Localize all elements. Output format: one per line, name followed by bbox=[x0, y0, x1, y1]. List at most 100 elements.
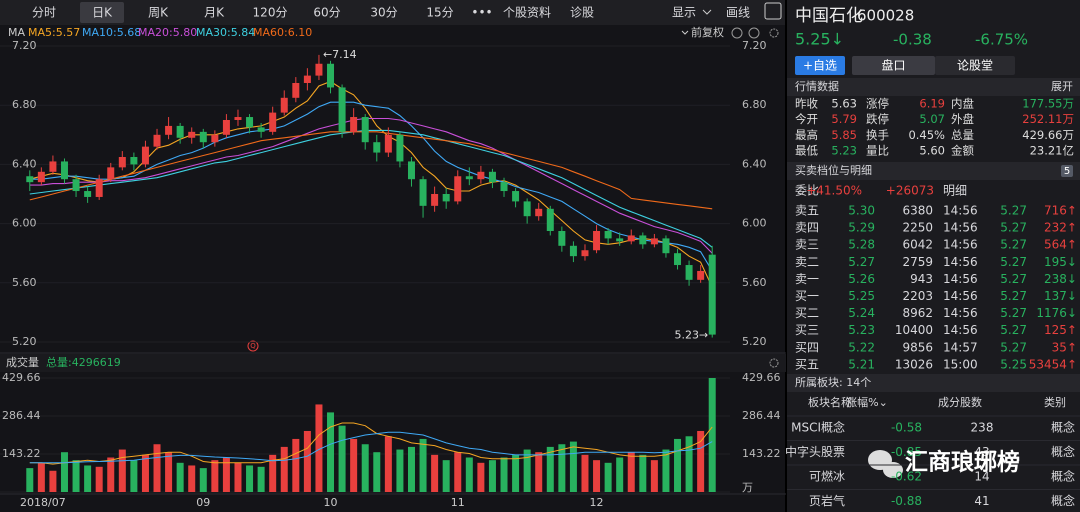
tab[interactable]: 月K bbox=[204, 6, 225, 20]
volume-bar bbox=[535, 452, 543, 492]
sector-name[interactable]: 中字头股票 bbox=[785, 444, 845, 459]
book-volume: 9856 bbox=[902, 340, 933, 354]
candle-body bbox=[199, 131, 207, 143]
candle-body bbox=[222, 120, 230, 135]
button[interactable]: 盘口 bbox=[881, 58, 905, 73]
y-tick-label: 143.22 bbox=[2, 447, 41, 460]
trade-volume: 125↑ bbox=[1044, 323, 1077, 337]
book-volume: 6380 bbox=[902, 204, 933, 218]
volume-bar bbox=[130, 460, 138, 492]
tab[interactable]: 画线 bbox=[726, 6, 750, 20]
adjust-mode[interactable]: 前复权 bbox=[691, 25, 724, 39]
candle-body bbox=[141, 146, 149, 165]
volume-bar bbox=[269, 454, 277, 492]
sector-name[interactable]: 可燃冰 bbox=[809, 469, 845, 484]
y-tick-label: 286.44 bbox=[742, 409, 781, 422]
tab[interactable]: 周K bbox=[148, 6, 169, 20]
settings[interactable] bbox=[769, 28, 779, 38]
button-bg[interactable] bbox=[795, 56, 845, 75]
candle-body bbox=[569, 245, 577, 257]
tab[interactable]: 分时 bbox=[32, 6, 56, 20]
y-tick-label: 万 bbox=[742, 481, 753, 494]
sector-count: 43 bbox=[974, 445, 989, 459]
candle-body bbox=[211, 134, 219, 143]
legend-title: MA bbox=[8, 26, 25, 39]
tab[interactable]: 15分 bbox=[426, 6, 453, 20]
y-tick-label: 5.20 bbox=[742, 335, 767, 348]
tab[interactable]: 60分 bbox=[313, 6, 340, 20]
x-tick-label: 2018/07 bbox=[20, 496, 66, 509]
candle-body bbox=[708, 254, 716, 335]
candle-body bbox=[384, 134, 392, 153]
trade-price: 5.27 bbox=[1000, 238, 1027, 252]
book-volume: 13026 bbox=[895, 357, 933, 371]
stock-change-pct: -6.75% bbox=[975, 31, 1028, 49]
tab[interactable]: 显示 bbox=[672, 6, 696, 20]
tab[interactable]: 30分 bbox=[370, 6, 397, 20]
y-tick-label: 5.60 bbox=[742, 276, 767, 289]
button[interactable]: 论股堂 bbox=[957, 59, 993, 73]
ma-line bbox=[29, 129, 713, 248]
candle-body bbox=[165, 125, 173, 135]
tab[interactable]: 个股资料 bbox=[503, 6, 551, 20]
sector-name[interactable]: 页岩气 bbox=[809, 493, 845, 508]
tab[interactable]: 诊股 bbox=[570, 6, 594, 20]
stock-price: 5.25↓ bbox=[795, 30, 844, 49]
volume-bar bbox=[234, 462, 242, 492]
trade-volume: 238↓ bbox=[1044, 272, 1077, 286]
book-label: 卖四 bbox=[795, 221, 819, 235]
sector-header: 涨幅%⌄ bbox=[846, 396, 888, 409]
volume-bar bbox=[26, 468, 34, 492]
zoom-out[interactable] bbox=[748, 27, 760, 39]
tab-active-bg[interactable] bbox=[80, 2, 124, 23]
trade-price: 5.27 bbox=[1000, 306, 1027, 320]
y-tick-label: 6.40 bbox=[742, 157, 767, 170]
candle-body bbox=[303, 75, 311, 83]
y-tick-label: 6.00 bbox=[12, 217, 37, 230]
event-marker[interactable] bbox=[247, 340, 259, 352]
sector-name[interactable]: MSCI概念 bbox=[791, 420, 845, 435]
legend-entry: MA20:5.80 bbox=[138, 26, 197, 39]
tab[interactable]: 120分 bbox=[253, 6, 288, 20]
book-price: 5.24 bbox=[848, 306, 875, 320]
volume-bar bbox=[488, 460, 496, 492]
trade-time: 14:56 bbox=[943, 255, 978, 269]
candle-body bbox=[512, 191, 520, 202]
trade-time: 14:56 bbox=[943, 306, 978, 320]
candle-body bbox=[558, 231, 566, 246]
book-price: 5.23 bbox=[848, 323, 875, 337]
button-bg[interactable] bbox=[852, 56, 935, 75]
candle-body bbox=[674, 253, 682, 266]
candle-body bbox=[49, 161, 57, 172]
sector-change: -0.58 bbox=[891, 421, 922, 435]
volume-bar bbox=[95, 466, 103, 492]
candle-body bbox=[419, 179, 427, 206]
quote-cell: 外盘 bbox=[951, 112, 974, 126]
volume-bar bbox=[384, 436, 392, 492]
quote-cell: 量比 bbox=[866, 144, 889, 158]
settings[interactable] bbox=[769, 358, 779, 368]
volume-bar bbox=[616, 457, 624, 492]
candle-body bbox=[107, 167, 115, 180]
tab[interactable]: 日K bbox=[92, 6, 113, 20]
button[interactable]: +自选 bbox=[803, 59, 837, 73]
volume-bar bbox=[49, 470, 57, 492]
book-price: 5.21 bbox=[848, 357, 875, 371]
toolbar-icon[interactable] bbox=[764, 2, 782, 20]
expand[interactable]: 展开 bbox=[1051, 80, 1073, 93]
zoom-in[interactable] bbox=[731, 27, 743, 39]
volume-bar bbox=[257, 466, 265, 492]
tab[interactable]: ••• bbox=[471, 6, 492, 20]
button-bg[interactable] bbox=[935, 56, 1015, 75]
stock-code: 600028 bbox=[857, 7, 914, 25]
side-panel-bg bbox=[786, 0, 1080, 512]
trade-time: 14:56 bbox=[943, 238, 978, 252]
quote-cell: 换手 bbox=[866, 128, 889, 142]
trade-time: 14:56 bbox=[943, 272, 978, 286]
volume-bar bbox=[338, 425, 346, 492]
quote-cell: 总量 bbox=[951, 128, 974, 142]
sector-category: 概念 bbox=[1051, 469, 1075, 484]
volume-bar bbox=[523, 449, 531, 492]
volume-bar bbox=[604, 462, 612, 492]
